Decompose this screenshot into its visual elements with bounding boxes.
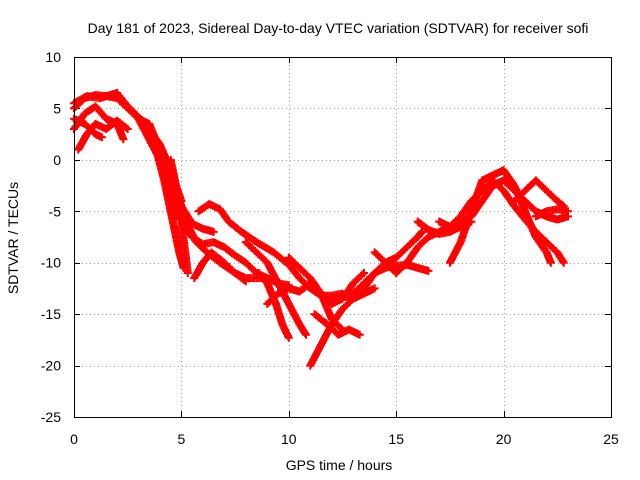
- series-track-10: [190, 248, 250, 286]
- y-tick-label: 5: [53, 100, 61, 116]
- data-marker-track: [190, 248, 250, 286]
- data-marker-track: [263, 279, 315, 308]
- y-tick-label: -5: [49, 203, 62, 219]
- series-track-1: [70, 91, 218, 236]
- data-marker-track: [317, 289, 347, 334]
- series-track-26: [531, 205, 572, 221]
- y-tick-label: -10: [41, 255, 61, 271]
- x-tick-label: 25: [603, 431, 619, 447]
- y-tick-label: 10: [45, 49, 61, 65]
- series-track-25: [510, 176, 568, 211]
- y-tick-label: -20: [41, 358, 61, 374]
- y-tick-label: 0: [53, 152, 61, 168]
- data-marker-track: [445, 166, 555, 267]
- series-track-17: [310, 310, 364, 339]
- grid-lines: [74, 57, 611, 417]
- series-track-9: [160, 166, 293, 290]
- series-track-24: [445, 166, 555, 267]
- x-tick-label: 10: [281, 431, 297, 447]
- data-marker-track: [70, 91, 218, 236]
- data-markers: [70, 89, 572, 370]
- axis-ticks: [74, 57, 612, 418]
- x-tick-label: 15: [388, 431, 404, 447]
- tick-labels: 0 5 10 15 20 25 -25 -20 -15 -10 -5 0 5 10: [41, 49, 619, 447]
- x-tick-label: 20: [496, 431, 512, 447]
- y-axis-label: SDTVAR / TECUs: [5, 182, 21, 294]
- y-tick-label: -15: [41, 306, 61, 322]
- x-tick-label: 5: [178, 431, 186, 447]
- series-track-18: [317, 289, 347, 334]
- x-axis-label: GPS time / hours: [286, 457, 393, 473]
- data-marker-track: [510, 176, 568, 211]
- plot-frame: [74, 57, 612, 418]
- x-tick-label: 0: [70, 431, 78, 447]
- data-marker-track: [531, 205, 572, 221]
- y-tick-label: -25: [41, 409, 61, 425]
- data-marker-track: [310, 310, 364, 339]
- chart-title: Day 181 of 2023, Sidereal Day-to-day VTE…: [88, 20, 589, 36]
- series-track-14: [263, 279, 315, 308]
- data-marker-track: [160, 166, 293, 290]
